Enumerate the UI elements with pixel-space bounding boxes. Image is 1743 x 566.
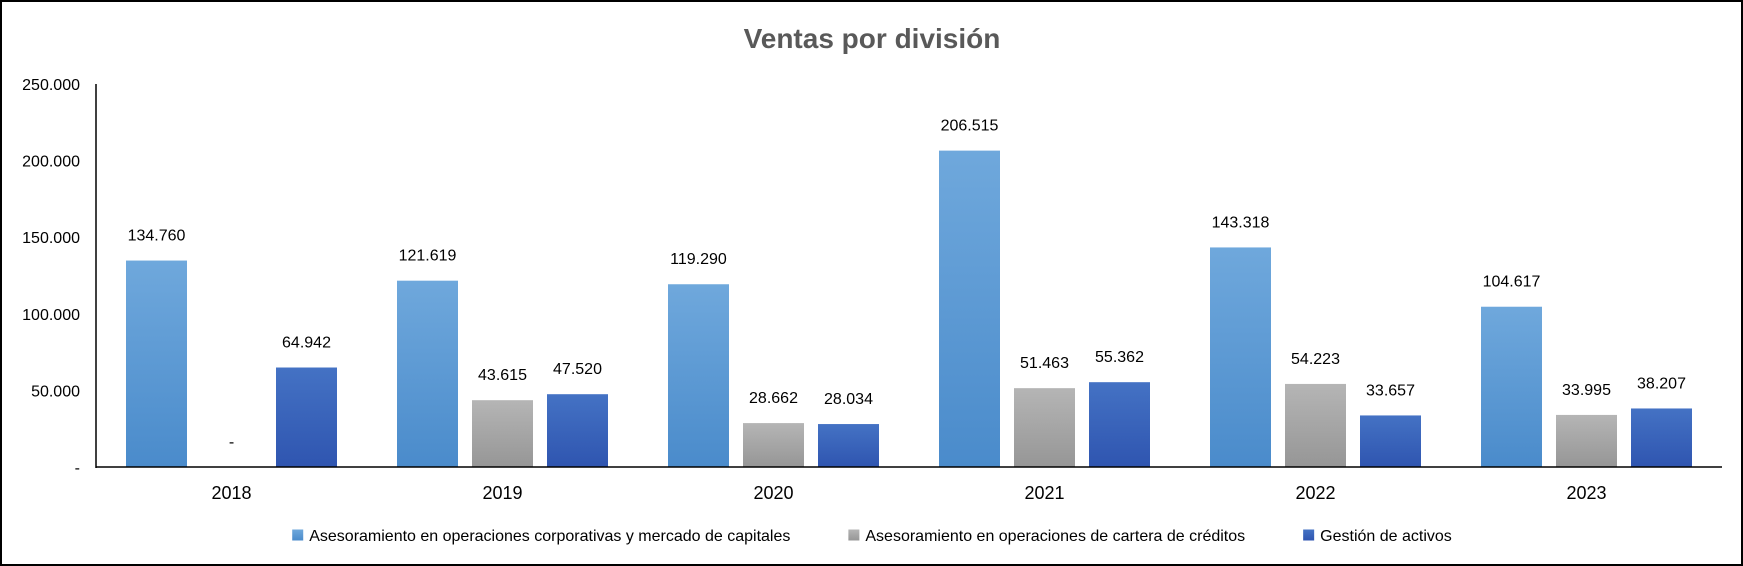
y-tick-label: 150.000: [22, 230, 80, 247]
data-label-2020-series-3: 28.034: [824, 391, 873, 408]
bar-2018-series-1: [126, 260, 187, 467]
legend-swatch-series-1: [292, 529, 304, 541]
x-tick-label: 2018: [211, 483, 251, 503]
data-label-2019-series-3: 47.520: [553, 361, 602, 378]
bar-2021-series-3: [1089, 382, 1150, 467]
data-label-2023-series-2: 33.995: [1562, 382, 1611, 399]
data-label-2022-series-1: 143.318: [1212, 214, 1270, 231]
x-tick-label: 2021: [1024, 483, 1064, 503]
bar-2021-series-1: [939, 150, 1000, 467]
bar-2022-series-1: [1210, 247, 1271, 467]
bar-2020-series-3: [818, 424, 879, 467]
legend-label-series-3: Gestión de activos: [1320, 528, 1452, 545]
data-label-2019-series-2: 43.615: [478, 367, 527, 384]
x-tick-label: 2019: [482, 483, 522, 503]
bar-2023-series-3: [1631, 408, 1692, 467]
data-label-2021-series-1: 206.515: [941, 118, 999, 135]
y-tick-label: 200.000: [22, 154, 80, 171]
legend-swatch-series-2: [848, 529, 860, 541]
bar-2019-series-1: [397, 280, 458, 467]
chart-title: Ventas por división: [744, 23, 1001, 54]
bar-2019-series-3: [547, 394, 608, 467]
data-label-2019-series-1: 121.619: [399, 248, 457, 265]
bar-2022-series-2: [1285, 383, 1346, 467]
data-label-2020-series-2: 28.662: [749, 390, 798, 407]
legend-label-series-1: Asesoramiento en operaciones corporativa…: [309, 528, 790, 545]
data-label-2018-series-2: -: [229, 434, 234, 451]
data-label-2022-series-3: 33.657: [1366, 382, 1415, 399]
bar-2022-series-3: [1360, 415, 1421, 467]
x-tick-label: 2023: [1566, 483, 1606, 503]
data-label-2023-series-3: 38.207: [1637, 375, 1686, 392]
legend-label-series-2: Asesoramiento en operaciones de cartera …: [865, 528, 1245, 545]
data-label-2021-series-3: 55.362: [1095, 349, 1144, 366]
bar-2023-series-2: [1556, 414, 1617, 467]
x-tick-label: 2020: [753, 483, 793, 503]
data-label-2018-series-1: 134.760: [128, 228, 186, 245]
legend: Asesoramiento en operaciones corporativa…: [292, 528, 1452, 545]
bar-2019-series-2: [472, 400, 533, 467]
bar-2020-series-1: [668, 284, 729, 467]
y-tick-label: -: [75, 460, 80, 477]
data-label-2022-series-2: 54.223: [1291, 351, 1340, 368]
y-tick-label: 50.000: [31, 383, 80, 400]
data-label-2023-series-1: 104.617: [1483, 274, 1541, 291]
y-tick-label: 250.000: [22, 77, 80, 94]
legend-swatch-series-3: [1303, 529, 1315, 541]
bar-2018-series-3: [276, 367, 337, 467]
bar-2023-series-1: [1481, 306, 1542, 467]
data-labels-group: 134.760 - 64.942 121.619 43.615 47.520 119.290…: [128, 118, 1686, 451]
y-tick-label: 100.000: [22, 307, 80, 324]
bar-2020-series-2: [743, 423, 804, 467]
data-label-2021-series-2: 51.463: [1020, 355, 1069, 372]
bars-group: [126, 150, 1692, 467]
data-label-2020-series-1: 119.290: [670, 251, 727, 268]
x-tick-label: 2022: [1295, 483, 1335, 503]
x-axis-labels: 2018 2019 2020 2021 2022 2023: [211, 483, 1606, 503]
bar-2021-series-2: [1014, 388, 1075, 467]
data-label-2018-series-3: 64.942: [282, 335, 331, 352]
y-axis-ticks: - 50.000 100.000 150.000 200.000 250.000: [22, 77, 80, 477]
